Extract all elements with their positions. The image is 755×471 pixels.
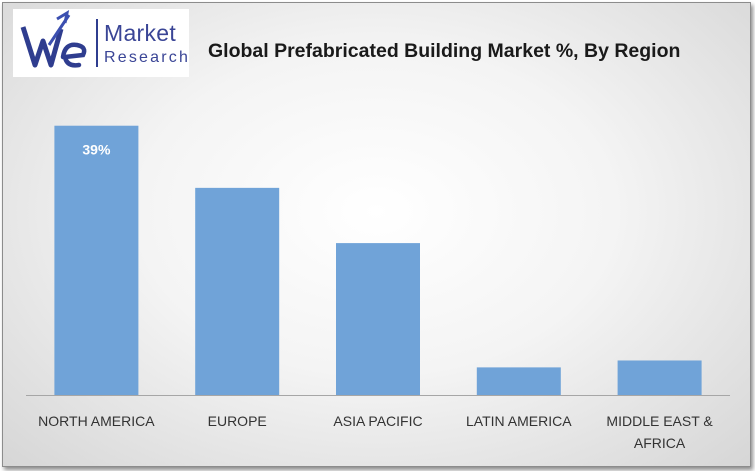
category-label-1-0: EUROPE [208,413,267,429]
bar-4 [617,360,702,395]
data-label-0: 39% [82,142,111,158]
logo-divider [96,19,98,67]
chart-title: Global Prefabricated Building Market %, … [208,40,681,62]
category-label-4-0: MIDDLE EAST & [606,413,713,429]
bars-group: 39% [54,125,702,395]
bar-3 [476,367,561,395]
bar-2 [336,243,420,395]
bar-1 [195,187,280,395]
category-label-4-1: AFRICA [634,435,686,451]
bar-0 [54,125,139,395]
category-label-3-0: LATIN AMERICA [466,413,572,429]
logo-text-research: Research [104,49,191,66]
logo: Market Research [13,9,189,77]
category-label-0-0: NORTH AMERICA [38,413,155,429]
logo-text-market: Market [104,20,177,46]
logo-mark-icon [20,9,87,68]
category-label-2-0: ASIA PACIFIC [333,413,422,429]
category-labels-group: NORTH AMERICA EUROPE ASIA PACIFIC LATIN AME… [38,413,713,451]
